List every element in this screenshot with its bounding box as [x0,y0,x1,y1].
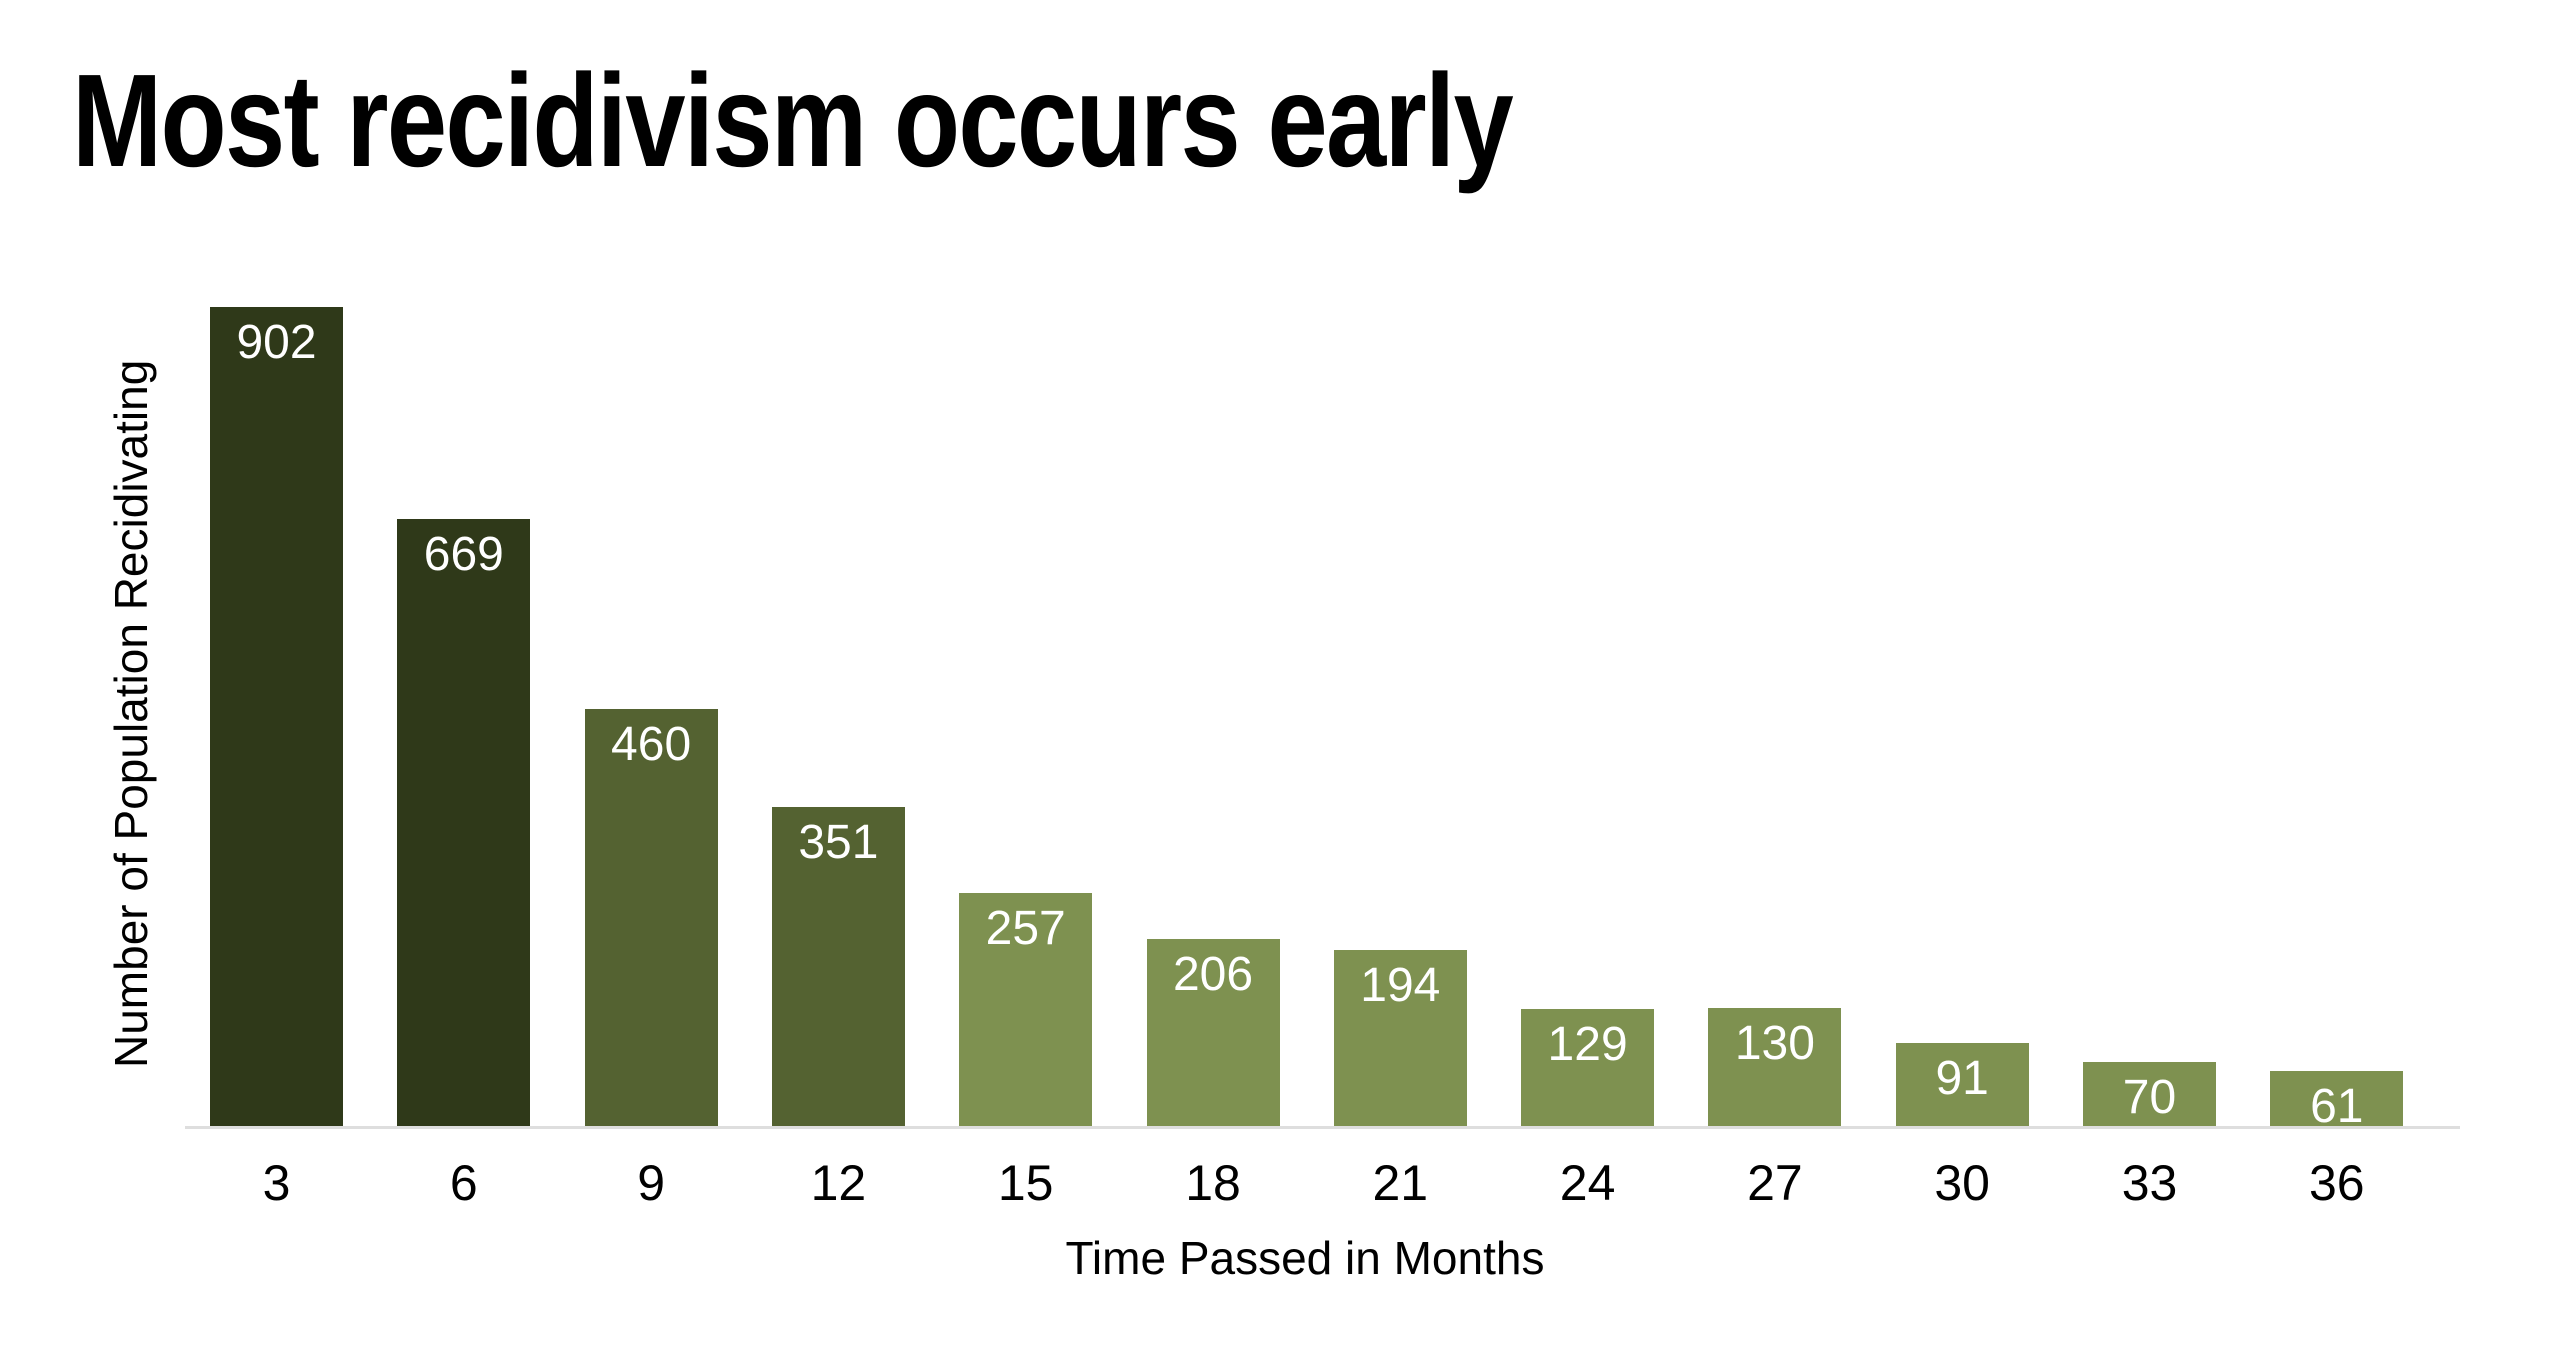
x-tick-label: 33 [2121,1155,2178,1211]
bar-value-label: 129 [1547,1017,1628,1071]
x-tick-label: 36 [2308,1155,2365,1211]
bar-value-label: 91 [1935,1052,1989,1106]
bar: 129 [1521,1008,1655,1126]
x-tick-label: 6 [449,1155,478,1211]
x-tick-label: 24 [1559,1155,1616,1211]
bar-value-label: 61 [2310,1079,2364,1133]
x-tick-label: 12 [810,1155,867,1211]
x-tick-label: 30 [1934,1155,1990,1211]
y-axis-label: Number of Population Recidivating [105,359,157,1068]
x-tick-label: 15 [997,1155,1054,1211]
bar-value-label: 257 [985,901,1066,955]
x-tick-label: 18 [1185,1155,1241,1211]
x-tick-label: 21 [1372,1155,1429,1211]
bar: 61 [2270,1070,2404,1130]
bar-value-label: 194 [1360,958,1441,1012]
x-tick-label: 3 [262,1155,291,1211]
bar: 902 [210,307,343,1126]
bar-value-label: 902 [236,316,317,370]
bar-value-label: 460 [611,717,692,771]
bar: 91 [1895,1043,2029,1126]
bar-value-label: 70 [2122,1071,2177,1125]
bar: 351 [771,807,905,1126]
bar: 669 [397,518,531,1126]
x-tick-label: 27 [1747,1155,1803,1211]
bar: 206 [1146,939,1280,1126]
bar-value-label: 669 [423,527,504,581]
bar: 257 [959,892,1093,1126]
bar: 70 [2083,1062,2216,1126]
bar: 130 [1708,1008,1842,1126]
chart-title: Most recidivism occurs early [72,47,1514,194]
bar-value-label: 130 [1734,1017,1815,1070]
x-axis-label: Time Passed in Months [1065,1232,1545,1284]
x-axis-line [185,1126,2460,1129]
bar: 194 [1333,949,1467,1126]
bar-value-label: 351 [798,816,879,870]
bar: 460 [584,708,718,1126]
x-tick-label: 9 [637,1155,665,1211]
bar-value-label: 206 [1172,948,1254,1002]
